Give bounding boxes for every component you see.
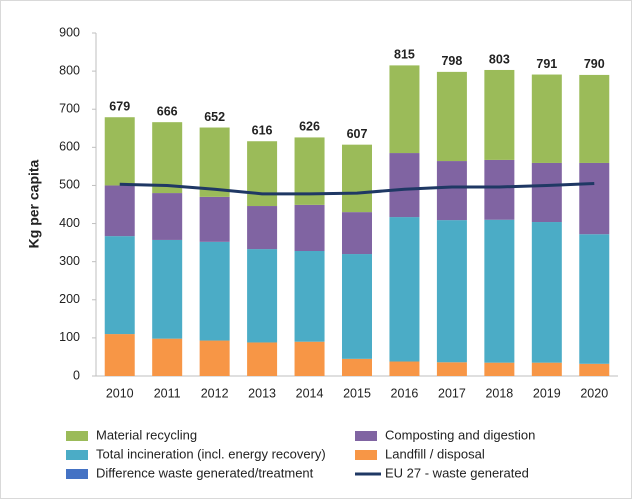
legend-label: EU 27 - waste generated bbox=[385, 465, 529, 480]
total-label: 626 bbox=[299, 120, 320, 134]
bar-segment bbox=[199, 340, 230, 376]
y-tick-label: 900 bbox=[59, 25, 80, 39]
bar-segment bbox=[389, 65, 420, 154]
total-label: 790 bbox=[584, 57, 605, 71]
bar-segment bbox=[579, 74, 610, 163]
legend-swatch bbox=[355, 431, 377, 441]
bar-segment bbox=[199, 241, 230, 341]
bar-segment bbox=[484, 362, 515, 376]
total-label: 815 bbox=[394, 48, 415, 62]
bar-segment bbox=[531, 222, 562, 363]
y-axis-label: Kg per capita bbox=[26, 159, 42, 248]
bar-segment bbox=[294, 204, 325, 251]
bar-segment bbox=[436, 161, 467, 221]
x-tick-label: 2020 bbox=[580, 386, 608, 400]
bar-segment bbox=[436, 220, 467, 363]
bar-segment bbox=[484, 219, 515, 363]
bar-segment bbox=[104, 117, 135, 186]
x-tick-label: 2017 bbox=[438, 386, 466, 400]
y-tick-label: 500 bbox=[59, 178, 80, 192]
x-tick-label: 2015 bbox=[343, 386, 371, 400]
total-label: 798 bbox=[441, 54, 462, 68]
bar-segment bbox=[342, 212, 372, 255]
x-tick-label: 2010 bbox=[106, 386, 134, 400]
bar-segment bbox=[247, 206, 278, 250]
y-tick-label: 700 bbox=[59, 102, 80, 116]
legend-label: Total incineration (incl. energy recover… bbox=[96, 446, 326, 461]
legend-swatch bbox=[66, 469, 88, 479]
bar-segment bbox=[484, 69, 515, 160]
total-label: 803 bbox=[489, 52, 510, 66]
bar-segment bbox=[579, 234, 610, 364]
total-label: 616 bbox=[252, 124, 273, 138]
x-tick-label: 2012 bbox=[201, 386, 229, 400]
legend-label: Landfill / disposal bbox=[385, 446, 485, 461]
y-tick-label: 200 bbox=[59, 292, 80, 306]
bar-segment bbox=[531, 162, 562, 223]
bar-segment bbox=[342, 144, 372, 213]
bar-segment bbox=[294, 341, 325, 376]
bar-segment bbox=[579, 162, 610, 235]
bar-segment bbox=[247, 249, 278, 343]
bar-segment bbox=[152, 239, 183, 339]
bar-segment bbox=[152, 338, 183, 376]
bar-segment bbox=[104, 236, 135, 335]
y-tick-label: 800 bbox=[59, 63, 80, 77]
total-label: 607 bbox=[347, 127, 368, 141]
bar-segment bbox=[342, 254, 372, 359]
x-tick-label: 2011 bbox=[154, 386, 181, 400]
legend-label: Material recycling bbox=[96, 427, 197, 442]
bar-segment bbox=[294, 250, 325, 342]
bar-segment bbox=[199, 127, 230, 197]
y-tick-label: 100 bbox=[59, 330, 80, 344]
y-tick-label: 600 bbox=[59, 140, 80, 154]
bar-segment bbox=[389, 361, 420, 376]
legend-swatch bbox=[355, 450, 377, 460]
total-label: 679 bbox=[109, 100, 130, 114]
legend-label: Difference waste generated/treatment bbox=[96, 465, 314, 480]
x-tick-label: 2018 bbox=[485, 386, 513, 400]
bar-segment bbox=[389, 217, 420, 362]
bar-segment bbox=[436, 71, 467, 162]
legend-label: Composting and digestion bbox=[385, 427, 535, 442]
bar-segment bbox=[579, 363, 610, 376]
bar-segment bbox=[531, 74, 562, 163]
bar-segment bbox=[104, 334, 135, 376]
legend-swatch bbox=[66, 450, 88, 460]
bar-segment bbox=[152, 193, 183, 240]
bar-segment bbox=[436, 362, 467, 376]
total-label: 652 bbox=[204, 110, 225, 124]
x-tick-label: 2019 bbox=[533, 386, 561, 400]
total-label: 666 bbox=[157, 104, 178, 118]
bar-segment bbox=[342, 358, 372, 376]
bar-segment bbox=[104, 185, 135, 237]
bar-segment bbox=[247, 141, 278, 207]
bar-segment bbox=[152, 122, 183, 194]
y-tick-label: 300 bbox=[59, 254, 80, 268]
x-tick-label: 2016 bbox=[391, 386, 419, 400]
y-tick-label: 0 bbox=[73, 368, 80, 382]
total-label: 791 bbox=[536, 57, 557, 71]
legend-swatch bbox=[66, 431, 88, 441]
y-tick-label: 400 bbox=[59, 216, 80, 230]
bar-segment bbox=[389, 153, 420, 218]
x-tick-label: 2014 bbox=[296, 386, 324, 400]
x-tick-label: 2013 bbox=[248, 386, 276, 400]
bar-segment bbox=[531, 362, 562, 376]
line-series bbox=[119, 182, 595, 196]
bar-segment bbox=[484, 159, 515, 220]
bar-segment bbox=[199, 196, 230, 242]
bar-segment bbox=[247, 342, 278, 376]
